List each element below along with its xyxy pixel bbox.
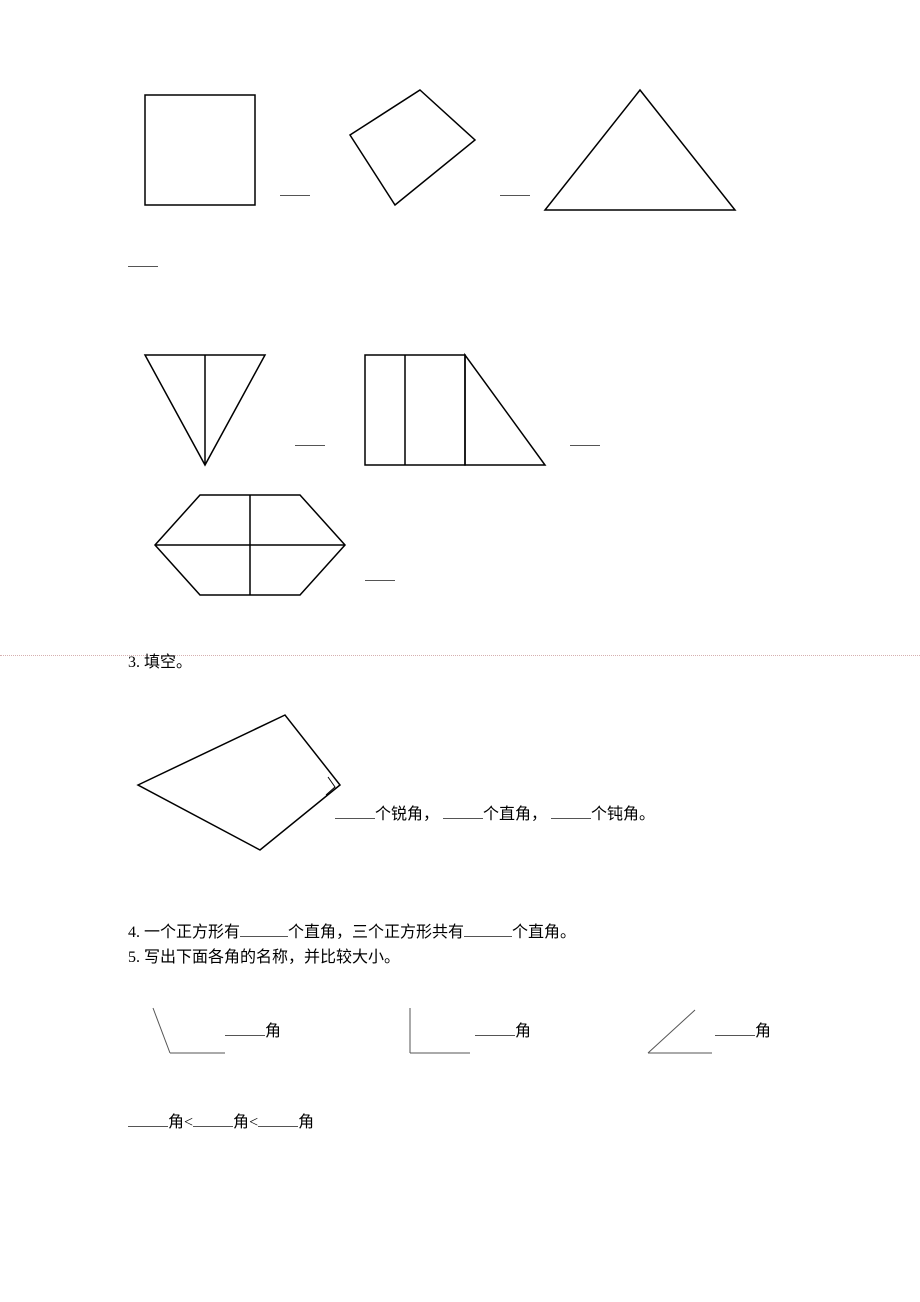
angle-row: 角 角 角 (150, 1005, 850, 1075)
blank-input[interactable] (443, 802, 483, 819)
shape-inv-triangle-split (140, 350, 270, 470)
shape-rect-tri (360, 350, 560, 470)
shape-square (140, 90, 260, 210)
blank-line[interactable] (500, 195, 530, 196)
angle-word: 角 (515, 1023, 531, 1040)
lt: < (184, 1114, 193, 1131)
shapes-row-1 (140, 90, 800, 250)
blank-line[interactable] (128, 266, 158, 267)
blank-input[interactable] (128, 1110, 168, 1127)
q3-fill-text: 个锐角， 个直角， 个钝角。 (335, 800, 655, 824)
blank-line[interactable] (295, 445, 325, 446)
blank-input[interactable] (551, 802, 591, 819)
blank-line[interactable] (365, 580, 395, 581)
blank-input[interactable] (715, 1019, 755, 1036)
worksheet-page: 3. 填空。 个锐角， 个直角， 个钝角。 4. 一个正方形有 个直角，三个正方形… (0, 0, 920, 1302)
q4-text: 4. 一个正方形有 个直角，三个正方形共有 个直角。 (128, 920, 576, 946)
q3-figure (130, 705, 370, 855)
blank-input[interactable] (225, 1019, 265, 1036)
shape-triangle (540, 80, 740, 220)
shape-quad-rotated (335, 80, 485, 220)
q4-mid: 个直角，三个正方形共有 (288, 924, 464, 941)
shapes-row-2 (140, 350, 800, 470)
q3-b: 个直角， (483, 806, 547, 823)
q4-prefix: 4. 一个正方形有 (128, 924, 240, 941)
angle-word: 角 (233, 1114, 249, 1131)
q3-c: 个钝角。 (591, 806, 655, 823)
shapes-row-3 (150, 490, 400, 600)
blank-input[interactable] (464, 920, 512, 937)
angle-word: 角 (755, 1023, 771, 1040)
q5-label: 5. 写出下面各角的名称，并比较大小。 (128, 945, 400, 971)
angle-acute: 角 (640, 1005, 720, 1065)
blank-line[interactable] (280, 195, 310, 196)
blank-input[interactable] (240, 920, 288, 937)
lt: < (249, 1114, 258, 1131)
angle-word: 角 (298, 1114, 314, 1131)
angle-label: 角 (715, 1017, 771, 1041)
angle-word: 角 (168, 1114, 184, 1131)
blank-input[interactable] (475, 1019, 515, 1036)
q4-suffix: 个直角。 (512, 924, 576, 941)
angle-right: 角 (400, 1005, 480, 1065)
angle-label: 角 (475, 1017, 531, 1041)
angle-obtuse: 角 (150, 1005, 230, 1065)
angle-word: 角 (265, 1023, 281, 1040)
q3-label: 3. 填空。 (128, 648, 192, 672)
blank-input[interactable] (258, 1110, 298, 1127)
blank-line[interactable] (570, 445, 600, 446)
blank-input[interactable] (193, 1110, 233, 1127)
q3-a: 个锐角， (375, 806, 439, 823)
shape-hex-cross (150, 490, 350, 600)
blank-input[interactable] (335, 802, 375, 819)
q5-compare: 角<角<角 (128, 1108, 314, 1132)
angle-label: 角 (225, 1017, 281, 1041)
